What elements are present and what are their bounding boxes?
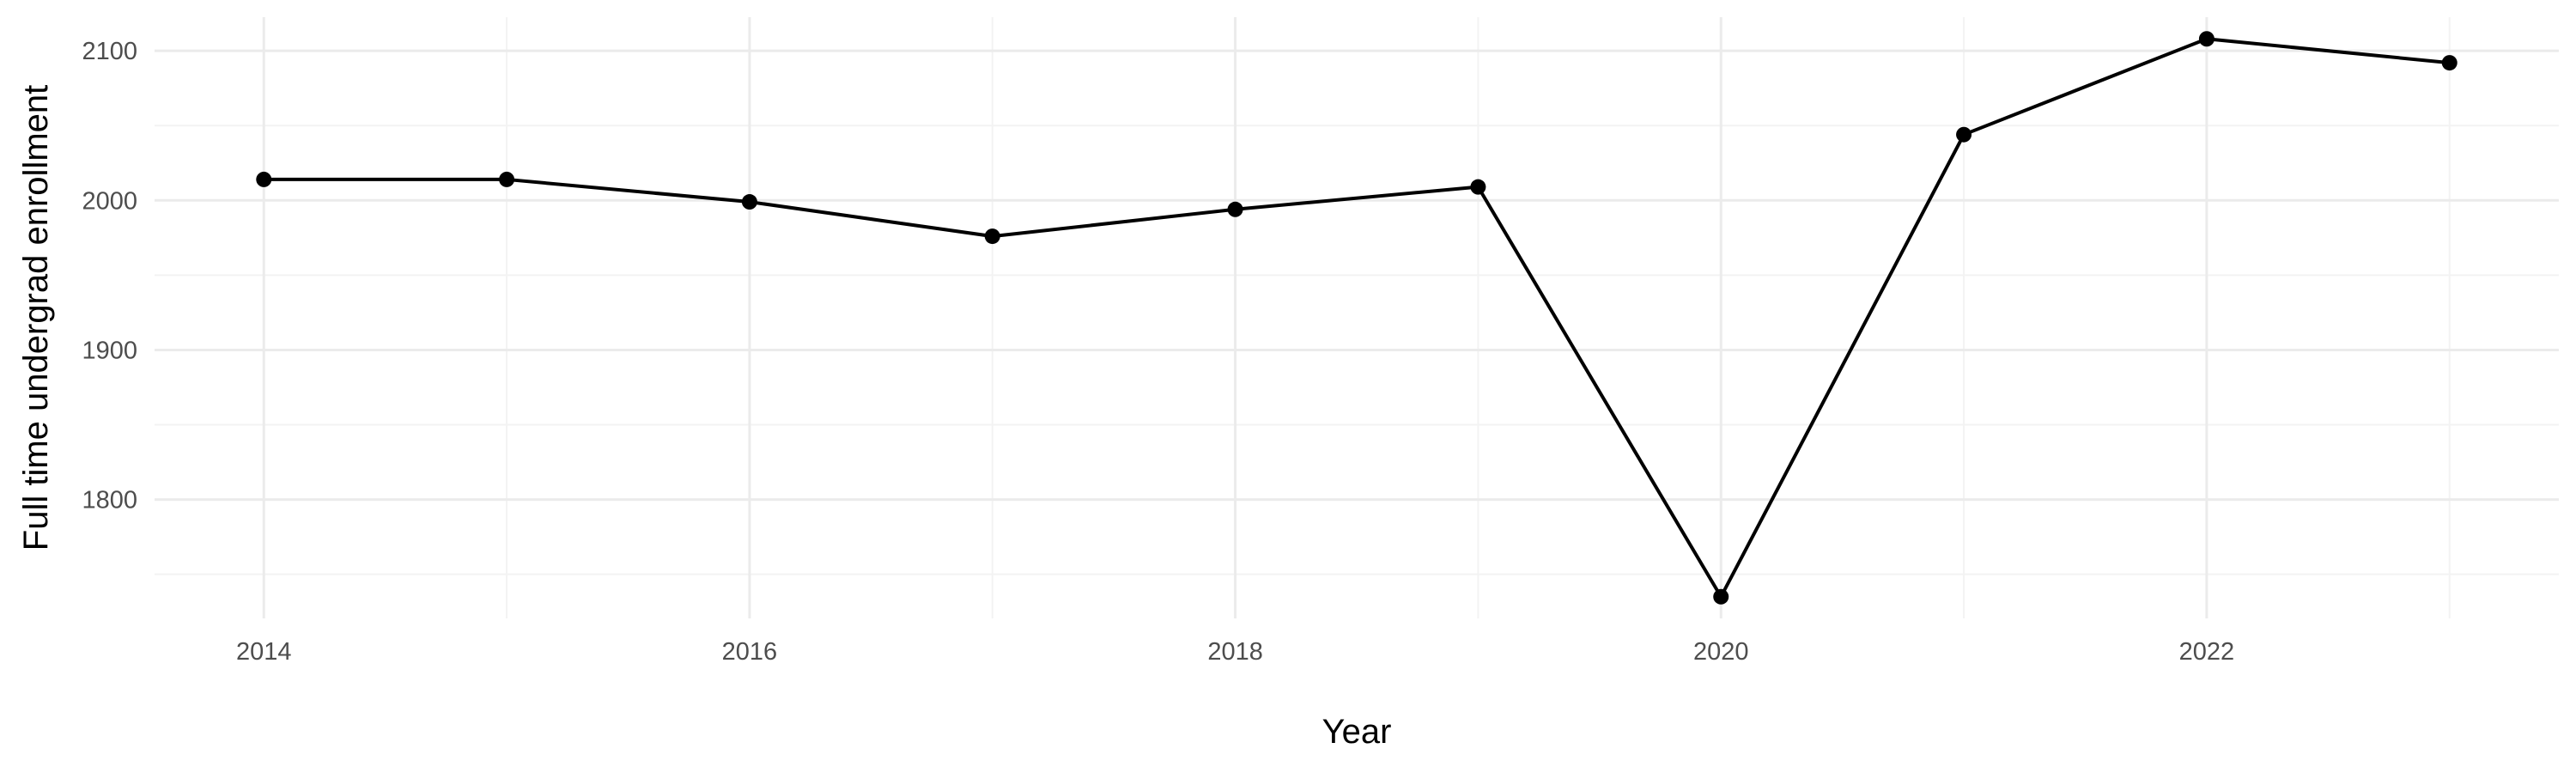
data-point (2441, 55, 2458, 71)
x-tick-label: 2022 (2179, 638, 2235, 666)
data-point (499, 171, 515, 187)
major-gridlines (155, 17, 2559, 618)
data-point (741, 194, 757, 210)
series-group (264, 37, 2450, 599)
data-point (2198, 31, 2215, 47)
data-point (1956, 126, 1972, 143)
x-axis-title: Year (1322, 713, 1392, 751)
x-tick-label: 2016 (722, 638, 778, 666)
y-tick-label: 2000 (82, 187, 137, 215)
x-tick-label: 2020 (1693, 638, 1749, 666)
y-tick-label: 2100 (82, 38, 137, 65)
data-point (1227, 201, 1243, 217)
y-tick-label: 1800 (82, 487, 137, 514)
data-point (984, 228, 1000, 245)
series-line (264, 37, 2450, 599)
data-point (1713, 588, 1729, 605)
x-axis-ticks: 2014 2016 2018 2020 2022 (236, 638, 2234, 666)
minor-gridlines (155, 17, 2559, 618)
data-point (1470, 179, 1486, 195)
y-tick-label: 1900 (82, 337, 137, 364)
x-tick-label: 2014 (236, 638, 292, 666)
x-tick-label: 2018 (1207, 638, 1263, 666)
points-group (256, 31, 2458, 605)
data-point (256, 171, 272, 187)
y-axis-ticks: 1800 1900 2000 2100 (82, 38, 137, 514)
y-axis-title: Full time undergrad enrollment (17, 85, 55, 551)
